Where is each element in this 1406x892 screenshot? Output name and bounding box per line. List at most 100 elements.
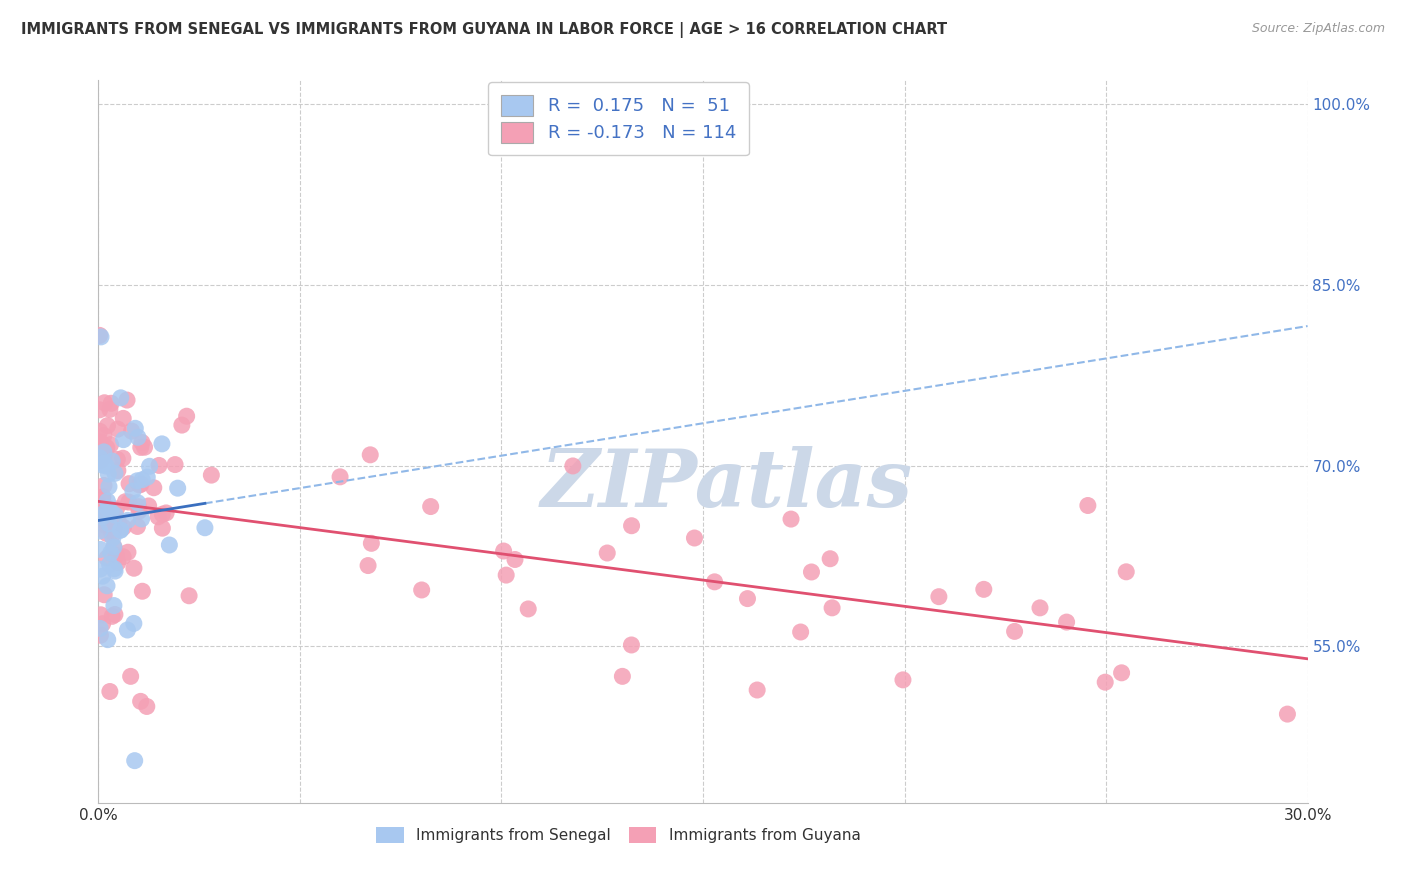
- Point: [1077, 499, 1099, 513]
- Point: [134, 440, 156, 454]
- Point: [492, 544, 515, 558]
- Point: [98, 684, 121, 698]
- Point: [89, 453, 111, 467]
- Point: [100, 524, 122, 539]
- Point: [165, 458, 187, 472]
- Point: [117, 623, 139, 637]
- Point: [93, 588, 115, 602]
- Point: [1111, 665, 1133, 680]
- Point: [150, 507, 173, 521]
- Point: [360, 536, 382, 550]
- Point: [103, 526, 125, 541]
- Point: [128, 504, 150, 518]
- Point: [100, 546, 122, 560]
- Point: [104, 564, 127, 578]
- Point: [89, 628, 111, 642]
- Point: [129, 694, 152, 708]
- Point: [91, 616, 114, 631]
- Point: [105, 549, 128, 563]
- Text: Source: ZipAtlas.com: Source: ZipAtlas.com: [1251, 22, 1385, 36]
- Point: [90, 458, 112, 472]
- Point: [89, 450, 111, 465]
- Point: [891, 673, 914, 687]
- Point: [166, 481, 188, 495]
- Point: [96, 494, 118, 508]
- Point: [194, 521, 217, 535]
- Point: [94, 512, 117, 526]
- Point: [96, 579, 118, 593]
- Point: [495, 568, 517, 582]
- Point: [131, 512, 153, 526]
- Text: ZIPatlas: ZIPatlas: [541, 446, 914, 524]
- Point: [96, 503, 118, 517]
- Point: [104, 508, 127, 523]
- Point: [93, 445, 115, 459]
- Point: [89, 562, 111, 576]
- Point: [105, 501, 128, 516]
- Point: [117, 513, 139, 527]
- Point: [93, 396, 115, 410]
- Point: [789, 625, 811, 640]
- Point: [821, 600, 844, 615]
- Point: [127, 496, 149, 510]
- Text: IMMIGRANTS FROM SENEGAL VS IMMIGRANTS FROM GUYANA IN LABOR FORCE | AGE > 16 CORR: IMMIGRANTS FROM SENEGAL VS IMMIGRANTS FR…: [21, 22, 948, 38]
- Point: [110, 523, 132, 537]
- Point: [100, 437, 122, 451]
- Point: [100, 396, 122, 410]
- Point: [1094, 675, 1116, 690]
- Point: [97, 467, 120, 481]
- Point: [112, 433, 135, 447]
- Point: [96, 418, 118, 433]
- Point: [101, 609, 124, 624]
- Point: [93, 428, 115, 442]
- Point: [97, 500, 120, 515]
- Point: [89, 328, 111, 343]
- Point: [107, 556, 129, 570]
- Point: [105, 452, 128, 467]
- Point: [97, 632, 120, 647]
- Point: [103, 540, 125, 554]
- Point: [120, 669, 142, 683]
- Point: [129, 441, 152, 455]
- Point: [780, 512, 803, 526]
- Point: [114, 494, 136, 508]
- Point: [96, 441, 118, 455]
- Point: [104, 607, 127, 622]
- Point: [122, 561, 145, 575]
- Point: [91, 490, 114, 504]
- Point: [117, 545, 139, 559]
- Legend: Immigrants from Senegal, Immigrants from Guyana: Immigrants from Senegal, Immigrants from…: [370, 822, 866, 849]
- Point: [142, 481, 165, 495]
- Point: [112, 549, 135, 564]
- Point: [111, 451, 134, 466]
- Point: [1277, 707, 1299, 722]
- Point: [122, 483, 145, 498]
- Point: [94, 514, 117, 528]
- Point: [107, 515, 129, 529]
- Point: [329, 470, 352, 484]
- Point: [103, 540, 125, 554]
- Point: [107, 464, 129, 478]
- Point: [91, 493, 114, 508]
- Point: [176, 409, 198, 424]
- Point: [596, 546, 619, 560]
- Point: [103, 505, 125, 519]
- Point: [359, 448, 381, 462]
- Point: [98, 402, 121, 417]
- Point: [91, 507, 114, 521]
- Point: [91, 451, 114, 466]
- Point: [98, 558, 121, 572]
- Point: [683, 531, 706, 545]
- Point: [91, 510, 114, 524]
- Point: [170, 418, 193, 433]
- Point: [110, 391, 132, 405]
- Point: [101, 454, 124, 468]
- Point: [104, 467, 127, 481]
- Point: [127, 430, 149, 444]
- Point: [89, 438, 111, 452]
- Point: [89, 542, 111, 557]
- Point: [93, 478, 115, 492]
- Point: [136, 470, 159, 484]
- Point: [127, 474, 149, 488]
- Point: [612, 669, 634, 683]
